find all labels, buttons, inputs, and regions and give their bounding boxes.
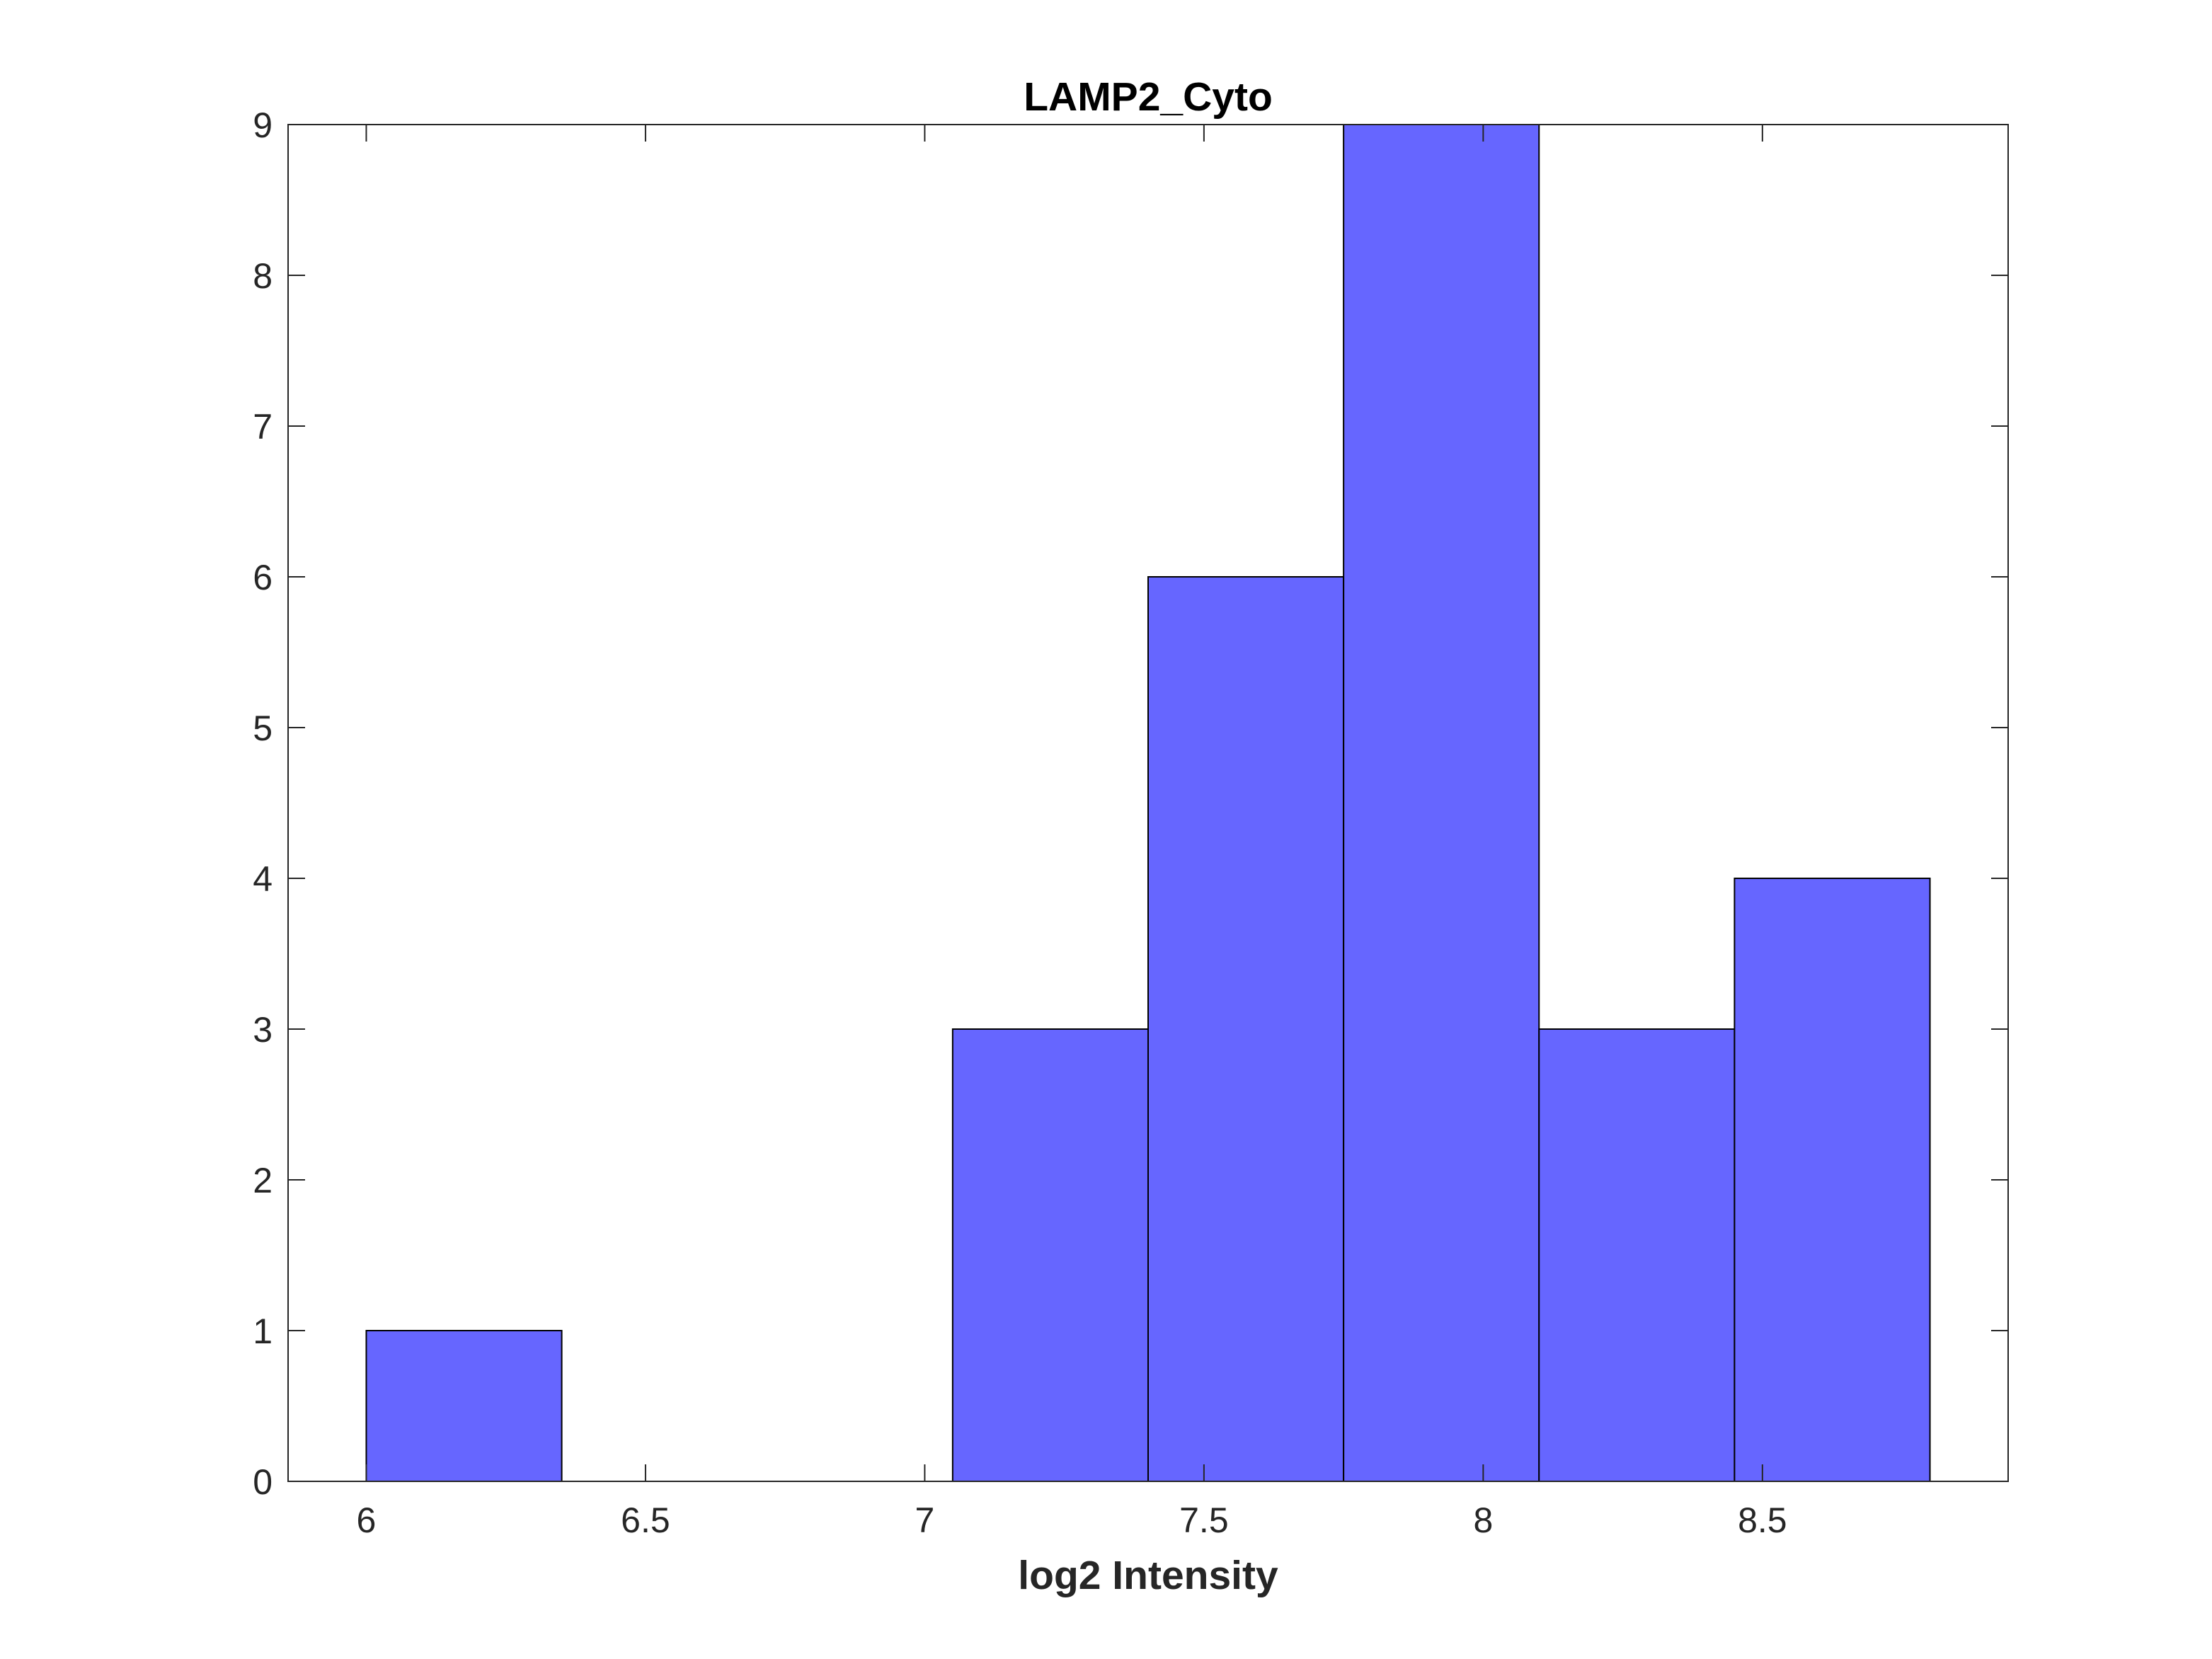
x-tick-label: 8.5: [1738, 1500, 1787, 1540]
y-tick-label: 4: [253, 859, 273, 899]
y-tick-label: 9: [253, 105, 273, 145]
histogram-bar: [1147, 576, 1345, 1482]
y-tick-label: 1: [253, 1311, 273, 1351]
histogram-bar: [1343, 124, 1540, 1482]
y-tick-label: 5: [253, 708, 273, 748]
y-tick-label: 8: [253, 256, 273, 296]
histogram-bar: [1538, 1028, 1736, 1482]
x-tick-label: 6.5: [621, 1500, 670, 1540]
x-axis-title: log2 Intensity: [1018, 1553, 1278, 1598]
histogram-bar: [1734, 878, 1931, 1482]
axes-box: [287, 124, 2009, 1482]
x-tick-label: 7.5: [1179, 1500, 1229, 1540]
histogram-bar: [951, 1028, 1149, 1482]
y-tick-label: 2: [253, 1161, 273, 1200]
histogram-bar: [365, 1330, 563, 1482]
y-tick-label: 6: [253, 558, 273, 597]
x-ticks-group: 6 6.5 7 7.5 8 8.5: [357, 125, 1787, 1540]
x-tick-label: 8: [1473, 1500, 1493, 1540]
x-tick-label: 6: [357, 1500, 377, 1540]
x-tick-label: 7: [915, 1500, 935, 1540]
y-tick-label: 0: [253, 1462, 273, 1502]
y-tick-label: 7: [253, 407, 273, 447]
y-tick-label: 3: [253, 1010, 273, 1050]
y-ticks-group: 0 1 2 3 4 5 6 7 8 9: [253, 105, 2008, 1502]
chart-title: LAMP2_Cyto: [1024, 74, 1273, 120]
